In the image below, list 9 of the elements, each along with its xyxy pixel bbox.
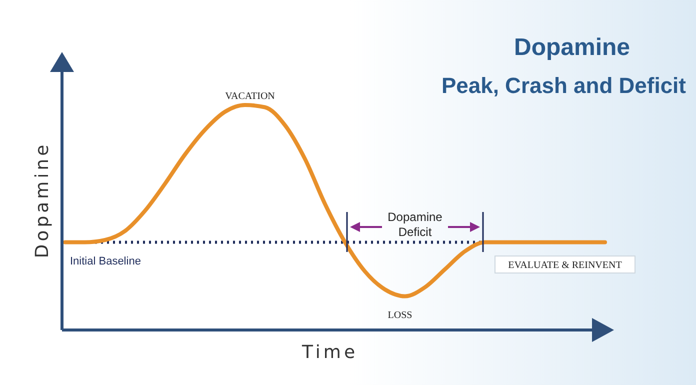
text: VACATION [225, 91, 275, 102]
x-axis-title: Time [300, 342, 358, 363]
chart-subtitle: Peak, Crash and Deficit [441, 73, 687, 98]
chart-title: Dopamine [514, 34, 630, 61]
annotation: EVALUATE & REINVENT [508, 260, 622, 271]
ref-line-label: Initial Baseline [70, 255, 141, 268]
annotation: Dopamine Deficit [388, 210, 443, 239]
y-axis-title: Dopamine [32, 142, 53, 258]
annotation: LOSS [388, 310, 412, 321]
